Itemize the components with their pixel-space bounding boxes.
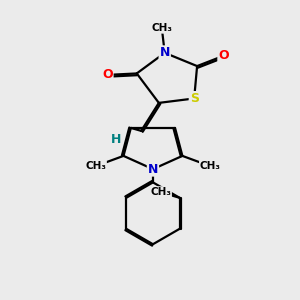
Text: CH₃: CH₃ <box>150 187 171 197</box>
Text: S: S <box>190 92 199 105</box>
Text: O: O <box>218 49 229 62</box>
Text: N: N <box>148 163 158 176</box>
Text: N: N <box>160 46 170 59</box>
Text: CH₃: CH₃ <box>151 23 172 33</box>
Text: CH₃: CH₃ <box>85 161 106 171</box>
Text: CH₃: CH₃ <box>200 161 221 171</box>
Text: O: O <box>102 68 112 81</box>
Text: H: H <box>111 133 121 146</box>
